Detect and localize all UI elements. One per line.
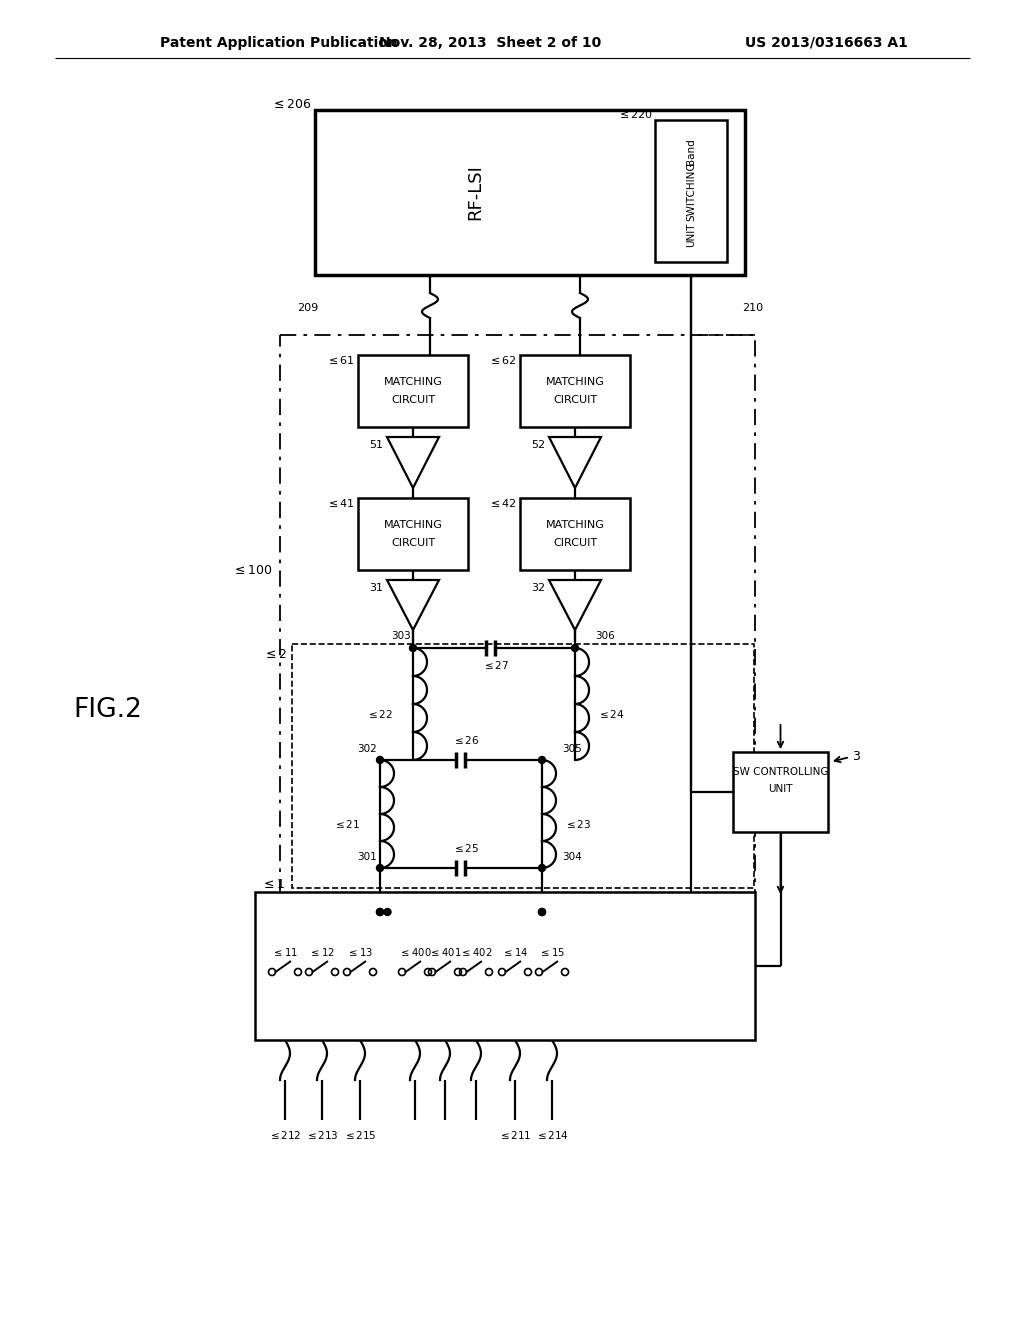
Text: Nov. 28, 2013  Sheet 2 of 10: Nov. 28, 2013 Sheet 2 of 10: [379, 36, 601, 50]
Text: $\leq$215: $\leq$215: [343, 1129, 377, 1140]
Text: UNIT: UNIT: [768, 784, 793, 795]
Text: $\leq$213: $\leq$213: [305, 1129, 339, 1140]
Text: $\leq$11: $\leq$11: [272, 946, 298, 958]
Text: $\leq$13: $\leq$13: [347, 946, 373, 958]
Circle shape: [539, 908, 546, 916]
Text: $\leq$2: $\leq$2: [263, 648, 287, 660]
Text: $\leq$100: $\leq$100: [231, 564, 272, 577]
Text: CIRCUIT: CIRCUIT: [391, 395, 435, 405]
Bar: [315, 110, 745, 275]
Text: 303: 303: [391, 631, 411, 642]
Text: 302: 302: [357, 744, 377, 754]
Text: 209: 209: [297, 304, 318, 313]
Text: $\leq$27: $\leq$27: [482, 659, 509, 671]
Text: $\leq$220: $\leq$220: [616, 108, 653, 120]
Text: 306: 306: [595, 631, 614, 642]
Text: Band: Band: [686, 139, 696, 165]
Text: US 2013/0316663 A1: US 2013/0316663 A1: [745, 36, 908, 50]
Bar: [255, 892, 755, 1040]
Text: RF-LSI: RF-LSI: [466, 165, 484, 220]
Text: CIRCUIT: CIRCUIT: [391, 539, 435, 548]
Text: 51: 51: [369, 440, 383, 450]
Text: $\leq$25: $\leq$25: [452, 842, 479, 854]
Circle shape: [377, 756, 384, 763]
Text: CIRCUIT: CIRCUIT: [553, 539, 597, 548]
Text: SW CONTROLLING: SW CONTROLLING: [733, 767, 828, 777]
Text: $\leq$206: $\leq$206: [270, 99, 311, 111]
Text: $\leq$24: $\leq$24: [597, 708, 625, 719]
Text: $\leq$22: $\leq$22: [367, 708, 393, 719]
Text: $\leq$211: $\leq$211: [499, 1129, 531, 1140]
Text: MATCHING: MATCHING: [384, 520, 442, 531]
Bar: [358, 498, 468, 570]
Circle shape: [539, 756, 546, 763]
Text: 210: 210: [742, 304, 763, 313]
Text: MATCHING: MATCHING: [546, 520, 604, 531]
Circle shape: [539, 865, 546, 871]
Text: 31: 31: [369, 583, 383, 593]
Text: SWITCHING: SWITCHING: [686, 161, 696, 220]
Text: 301: 301: [357, 851, 377, 862]
Bar: [292, 644, 754, 888]
Text: 32: 32: [530, 583, 545, 593]
Text: MATCHING: MATCHING: [546, 378, 604, 387]
Text: CIRCUIT: CIRCUIT: [553, 395, 597, 405]
Text: FIG.2: FIG.2: [74, 697, 142, 723]
Text: $\leq$1: $\leq$1: [261, 878, 285, 891]
Text: 304: 304: [562, 851, 582, 862]
Text: $\leq$23: $\leq$23: [564, 818, 591, 830]
Text: $\leq$14: $\leq$14: [502, 946, 528, 958]
Text: $\leq$12: $\leq$12: [309, 946, 335, 958]
Circle shape: [410, 644, 417, 652]
Circle shape: [377, 865, 384, 871]
Bar: [520, 498, 630, 570]
Text: $\leq$15: $\leq$15: [539, 946, 565, 958]
Text: $\leq$402: $\leq$402: [460, 946, 493, 958]
Text: $\leq$401: $\leq$401: [429, 946, 461, 958]
Text: 305: 305: [562, 744, 582, 754]
Circle shape: [377, 908, 384, 916]
Text: $\leq$61: $\leq$61: [327, 354, 355, 366]
Bar: [520, 355, 630, 426]
Circle shape: [377, 908, 384, 916]
Circle shape: [539, 908, 546, 916]
Text: Patent Application Publication: Patent Application Publication: [160, 36, 397, 50]
Bar: [733, 752, 828, 832]
Text: $\leq$42: $\leq$42: [488, 498, 517, 510]
Text: $\leq$41: $\leq$41: [327, 498, 355, 510]
Text: $\leq$400: $\leq$400: [398, 946, 431, 958]
Text: 52: 52: [530, 440, 545, 450]
Text: 3: 3: [852, 751, 860, 763]
Text: $\leq$62: $\leq$62: [488, 354, 517, 366]
Text: $\leq$26: $\leq$26: [452, 734, 479, 746]
Bar: [280, 335, 755, 1015]
Text: $\leq$21: $\leq$21: [333, 818, 360, 830]
Text: $\leq$214: $\leq$214: [535, 1129, 569, 1140]
Text: MATCHING: MATCHING: [384, 378, 442, 387]
Text: $\leq$212: $\leq$212: [268, 1129, 302, 1140]
Circle shape: [384, 908, 391, 916]
Text: UNIT: UNIT: [686, 223, 696, 247]
Circle shape: [571, 644, 579, 652]
Bar: [655, 120, 727, 261]
Bar: [358, 355, 468, 426]
